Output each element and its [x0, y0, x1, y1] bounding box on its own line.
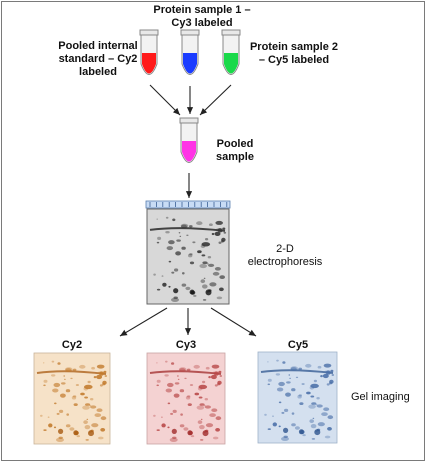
- gel-cy2-image: [33, 352, 111, 445]
- arrow-cy2-to-pool: [149, 84, 181, 116]
- label-gel-imaging: Gel imaging: [351, 391, 410, 403]
- label-sample1-line1: Protein sample 1 –: [153, 4, 251, 16]
- label-cy5: Cy5: [287, 339, 309, 351]
- tube-cy5-liquid: [224, 53, 238, 74]
- tube-cy5: [221, 29, 241, 75]
- label-sample2-line1: Protein sample 2: [249, 41, 339, 53]
- ief-strip: [145, 200, 231, 209]
- label-sample1: Protein sample 1 – Cy3 labeled: [137, 4, 267, 30]
- tube-cy3: [180, 29, 200, 75]
- label-pooled-sample: Pooled sample: [210, 138, 260, 164]
- label-cy2: Cy2: [61, 339, 83, 351]
- label-pooled-standard-line3: labeled: [79, 66, 117, 78]
- label-electrophoresis-line2: electrophoresis: [247, 256, 323, 268]
- label-pooled-standard-line1: Pooled internal: [58, 40, 138, 52]
- label-pooled-standard-line2: standard – Cy2: [58, 53, 138, 65]
- label-cy3: Cy3: [175, 339, 197, 351]
- label-electrophoresis-line1: 2-D: [276, 243, 294, 255]
- label-pooled-sample-line1: Pooled: [216, 138, 254, 150]
- tube-cy3-liquid: [183, 53, 197, 74]
- tube-cy2: [139, 29, 159, 75]
- gel-cy3-image: [146, 352, 226, 445]
- tube-pooled: [179, 117, 199, 163]
- arrow-cy5-to-pool: [199, 84, 232, 116]
- gel-2d-gray: [146, 208, 230, 305]
- label-pooled-standard: Pooled internal standard – Cy2 labeled: [52, 40, 144, 79]
- arrow-gel-to-cy5: [210, 307, 257, 337]
- tube-pooled-liquid: [182, 141, 196, 162]
- label-sample2-line2: – Cy5 labeled: [258, 54, 330, 66]
- label-sample1-line2: Cy3 labeled: [171, 17, 233, 29]
- label-sample2: Protein sample 2 – Cy5 labeled: [244, 41, 344, 67]
- label-electrophoresis: 2-D electrophoresis: [235, 243, 335, 269]
- label-pooled-sample-line2: sample: [216, 151, 254, 163]
- gel-cy5-image: [257, 351, 338, 444]
- arrow-gel-to-cy2: [119, 307, 168, 337]
- tube-cy2-liquid: [142, 53, 156, 74]
